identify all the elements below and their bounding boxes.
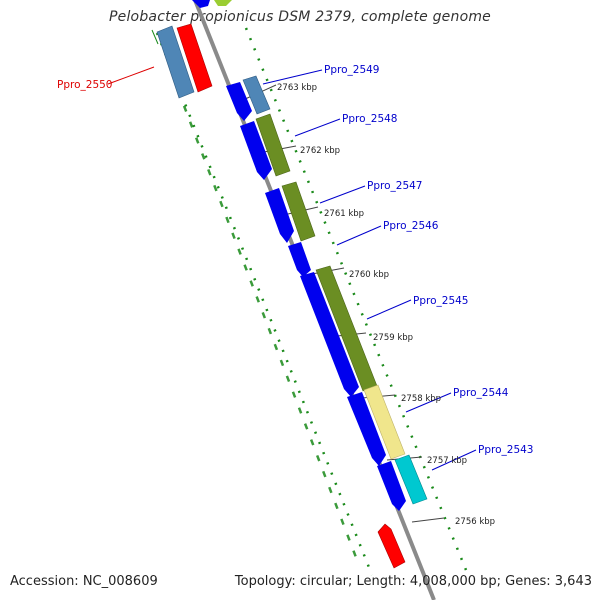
gene-ppro-2549-blue[interactable] [226,82,252,121]
gene-label-ppro-2546[interactable]: Ppro_2546 [383,220,439,232]
kbp-label-2761: 2761 kbp [324,209,364,219]
gene-ppro-2549-steelblue[interactable] [242,75,271,115]
gene-ppro-2547-blue[interactable] [265,188,294,243]
gene-ppro-2548-olive[interactable] [255,113,291,177]
gene-label-ppro-2549[interactable]: Ppro_2549 [324,64,379,76]
outer-dotted-track [155,32,374,576]
kbp-label-2756: 2756 kbp [455,517,495,527]
gene-ppro-2548-blue[interactable] [240,121,272,180]
gene-ppro-2543-blue[interactable] [377,461,406,511]
gene-label-ppro-2550[interactable]: Ppro_2550 [57,79,112,91]
gene-ppro-2544-khaki[interactable] [363,384,406,460]
gene-ppro-2543-cyan[interactable] [394,454,428,505]
gene-ppro-2547-olive[interactable] [281,181,316,242]
track-border-line [151,29,159,45]
gene-ppro-2546-blue[interactable] [288,242,311,277]
gene-label-ppro-2547[interactable]: Ppro_2547 [367,180,422,192]
kbp-label-2762: 2762 kbp [300,146,340,156]
kbp-label-2757: 2757 kbp [427,456,467,466]
gene-label-ppro-2545[interactable]: Ppro_2545 [413,295,468,307]
kbp-label-2758: 2758 kbp [401,394,441,404]
kbp-label-2759: 2759 kbp [373,333,413,343]
kbp-label-2760: 2760 kbp [349,270,389,280]
cds-bottom-red[interactable] [377,523,406,569]
cds-top-partial-green[interactable] [214,0,232,6]
kbp-label-2763: 2763 kbp [277,83,317,93]
gene-ppro-2550-red[interactable] [176,23,213,93]
cds-top-partial-blue[interactable] [192,0,210,8]
accession-text: Accession: NC_008609 [10,574,158,589]
gene-ppro-2550-steelblue[interactable] [156,25,195,99]
gene-label-ppro-2543[interactable]: Ppro_2543 [478,444,533,456]
gene-ppro-2544-blue[interactable] [347,392,386,466]
gene-label-ppro-2544[interactable]: Ppro_2544 [453,387,509,399]
genome-summary-text: Topology: circular; Length: 4,008,000 bp… [234,574,592,589]
gene-ppro-2545-blue[interactable] [300,272,359,397]
label-leaders [107,66,477,471]
gene-label-ppro-2548[interactable]: Ppro_2548 [342,113,397,125]
